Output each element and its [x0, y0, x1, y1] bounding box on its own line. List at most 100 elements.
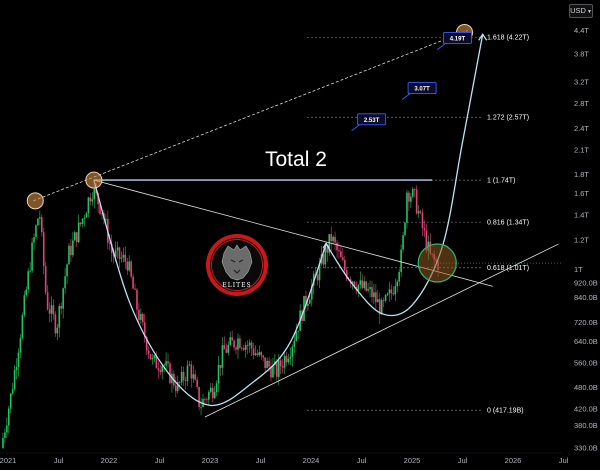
candle — [233, 340, 235, 348]
x-tick-label: Jul — [155, 456, 165, 465]
candle — [324, 247, 327, 265]
candle — [375, 292, 377, 303]
y-tick-label: 920.0B — [574, 278, 598, 287]
pivot-circle — [26, 192, 44, 210]
fib-level-label: 0.816 (1.34T) — [487, 220, 529, 227]
candle — [382, 300, 385, 301]
candle — [6, 425, 8, 433]
y-tick-label: 2.1T — [574, 145, 589, 154]
candle — [371, 287, 373, 297]
candle — [361, 280, 364, 288]
support-zone-circle — [417, 243, 457, 283]
handle-curve — [325, 34, 484, 317]
candle — [297, 330, 299, 332]
time-axis[interactable] — [0, 453, 562, 470]
y-tick-label: 1.6T — [574, 189, 589, 198]
candle — [285, 355, 288, 363]
candle — [81, 218, 84, 225]
candle — [126, 261, 129, 271]
candle — [367, 288, 369, 291]
candle — [231, 337, 233, 341]
candle — [408, 192, 410, 202]
candle — [118, 247, 121, 259]
candle — [363, 281, 366, 288]
candle — [244, 345, 247, 350]
candle — [75, 232, 78, 242]
candle — [178, 382, 181, 383]
candle — [345, 270, 348, 279]
candle — [330, 234, 332, 242]
candle — [316, 274, 319, 281]
candle — [52, 305, 55, 315]
candle — [124, 254, 127, 262]
candle — [237, 338, 239, 350]
candle — [25, 289, 28, 296]
y-tick-label: 720.0B — [574, 318, 598, 327]
y-tick-label: 2.4T — [574, 124, 589, 133]
candle — [180, 371, 183, 383]
candle — [101, 213, 103, 215]
y-tick-label: 380.0B — [574, 421, 598, 430]
candle — [281, 366, 284, 368]
candle — [291, 346, 294, 358]
candle — [130, 261, 132, 277]
candle — [89, 197, 92, 202]
candle — [72, 240, 74, 256]
candle — [250, 342, 253, 349]
target-box — [443, 32, 472, 44]
candle — [272, 365, 274, 378]
currency-label: USD — [570, 6, 586, 15]
currency-selector[interactable]: USD▼ — [569, 4, 593, 18]
candle — [415, 189, 418, 214]
candle — [260, 352, 263, 356]
candle — [192, 374, 195, 379]
x-tick-label: Jul — [256, 456, 266, 465]
candle — [365, 281, 367, 291]
y-tick-label: 480.0B — [574, 383, 598, 392]
candle — [357, 284, 360, 291]
candle — [377, 299, 379, 303]
candle — [194, 374, 197, 380]
candle — [35, 225, 37, 238]
lion-icon — [221, 244, 253, 281]
fib-level-label: 1.618 (4.22T) — [487, 35, 529, 42]
candle — [58, 305, 61, 328]
candle — [404, 222, 406, 236]
candle — [169, 363, 171, 384]
candle — [7, 408, 10, 426]
x-tick-label: Jul — [357, 456, 367, 465]
candle — [132, 276, 134, 289]
target-box — [357, 113, 387, 126]
candle — [221, 345, 224, 368]
candle — [213, 391, 216, 399]
candle — [328, 234, 331, 253]
candle — [198, 387, 200, 408]
candle — [66, 264, 68, 277]
candle — [140, 314, 142, 321]
target-pointer — [437, 43, 446, 50]
candle — [85, 213, 88, 218]
candle — [340, 251, 342, 258]
y-tick-label: 640.0B — [574, 337, 598, 346]
cup-curve — [93, 179, 327, 407]
candle — [242, 348, 245, 350]
candle — [4, 432, 6, 438]
candle — [184, 380, 187, 382]
candle — [134, 288, 136, 290]
candle — [369, 287, 371, 289]
candle — [419, 211, 422, 213]
candle — [48, 309, 51, 314]
candle — [378, 299, 381, 315]
candle — [318, 263, 321, 281]
candle — [141, 314, 144, 323]
candle — [384, 294, 387, 301]
candle — [136, 289, 138, 310]
candle — [27, 271, 29, 290]
candle — [120, 257, 123, 259]
price-axis[interactable] — [562, 0, 600, 470]
candle — [50, 305, 53, 314]
candle — [196, 379, 198, 388]
candle — [188, 364, 191, 366]
candle — [309, 299, 311, 304]
